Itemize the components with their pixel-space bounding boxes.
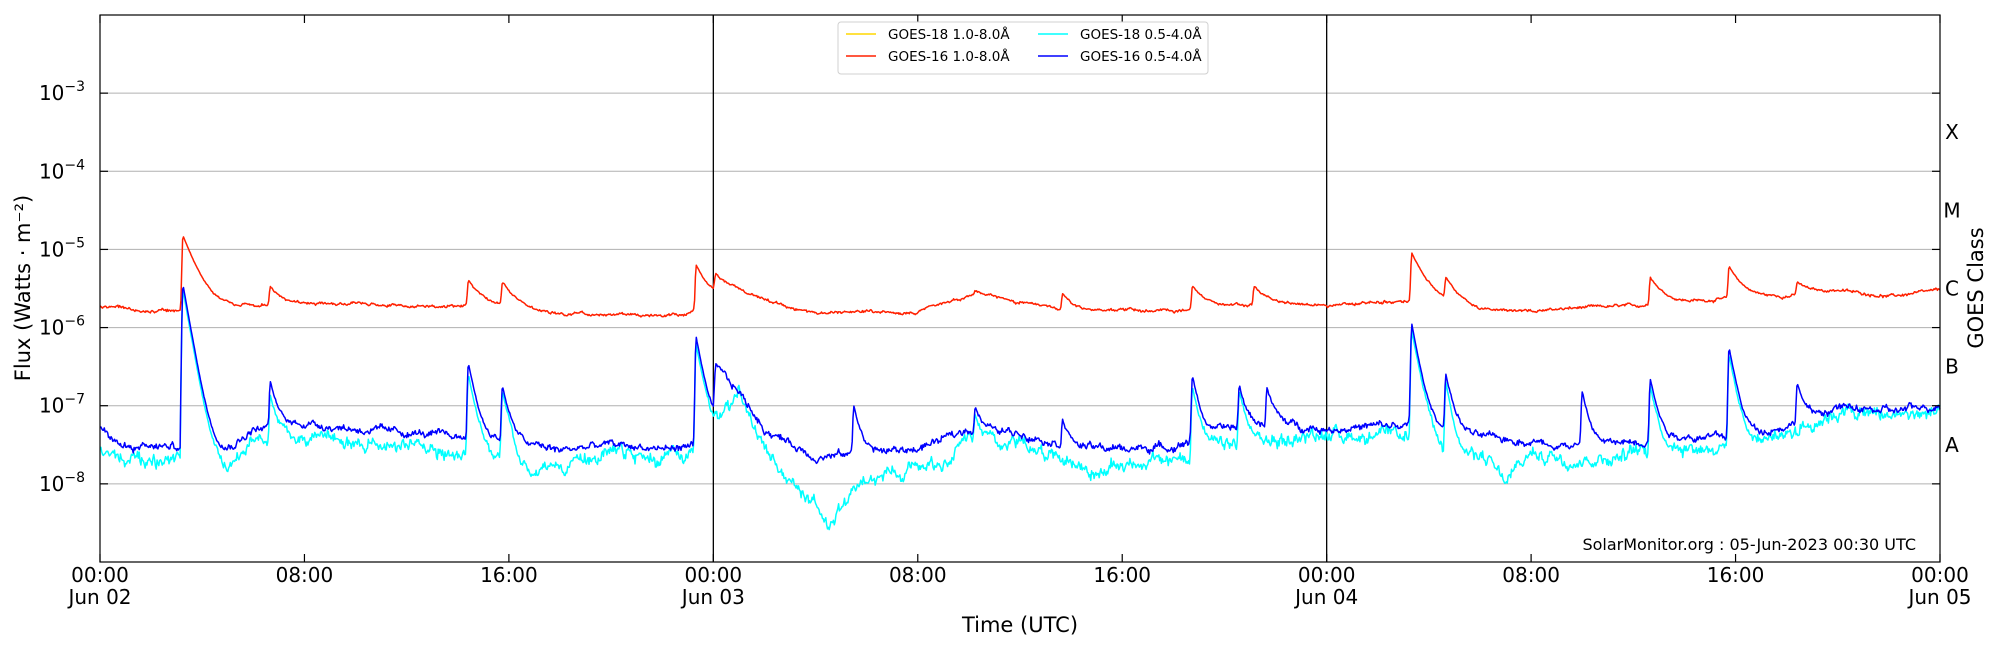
y-tick-exponent: −7 (64, 392, 85, 408)
day-marker-lines (712, 15, 1328, 562)
x-tick-label: 00:00 (71, 563, 129, 587)
x-tick-label: 08:00 (276, 563, 334, 587)
y-tick-label: 10−8 (39, 470, 85, 496)
y-tick-mantissa: 10 (39, 394, 64, 418)
y-tick-exponent: −3 (64, 79, 85, 95)
legend: GOES-18 1.0-8.0Å GOES-16 1.0-8.0Å GOES-18 … (837, 21, 1209, 75)
x-tick-date-label: Jun 03 (680, 585, 745, 609)
y-tick-exponent: −4 (64, 157, 85, 173)
grid-lines (100, 92, 1940, 485)
y-tick-label: 10−6 (39, 314, 85, 340)
goes-class-label: C (1945, 277, 1959, 301)
x-tick-label: 16:00 (1093, 563, 1151, 587)
x-tick-date-label: Jun 04 (1293, 585, 1358, 609)
x-axis-title: Time (UTC) (961, 613, 1078, 637)
x-tick-label: 00:00 (1911, 563, 1969, 587)
y-tick-exponent: −6 (64, 314, 85, 330)
y-tick-mantissa: 10 (39, 472, 64, 496)
y-tick-mantissa: 10 (39, 316, 64, 340)
legend-entry: GOES-16 1.0-8.0Å (888, 48, 1010, 65)
series-line-goes-18-0-5-4-0- (99, 291, 1941, 531)
goes-class-label: M (1943, 198, 1960, 222)
legend-entry: GOES-16 0.5-4.0Å (1080, 48, 1202, 65)
goes-class-label: B (1945, 355, 1959, 379)
y-tick-mantissa: 10 (39, 237, 64, 261)
y-axis-title: Flux (Watts · m⁻²) (11, 195, 35, 381)
legend-entry: GOES-18 0.5-4.0Å (1080, 26, 1202, 43)
x-tick-date-label: Jun 05 (1906, 585, 1971, 609)
y-tick-mantissa: 10 (39, 159, 64, 183)
y-tick-exponent: −5 (64, 235, 85, 251)
y-tick-label: 10−7 (39, 392, 85, 418)
y-tick-label: 10−3 (39, 79, 85, 105)
y-tick-mantissa: 10 (39, 81, 64, 105)
x-tick-label: 00:00 (1298, 563, 1356, 587)
x-tick-date-label: Jun 02 (66, 585, 131, 609)
watermark-text: SolarMonitor.org : 05-Jun-2023 00:30 UTC (1582, 535, 1916, 554)
x-tick-label: 08:00 (1502, 563, 1560, 587)
goes-class-label: X (1945, 120, 1959, 144)
legend-entry: GOES-18 1.0-8.0Å (888, 26, 1010, 43)
legend-box (837, 21, 1209, 75)
plot-area-frame (99, 14, 1941, 563)
y-tick-label: 10−5 (39, 235, 85, 261)
x-tick-label: 16:00 (1707, 563, 1765, 587)
x-tick-label: 00:00 (685, 563, 743, 587)
series-line-goes-16-0-5-4-0- (100, 286, 1941, 465)
x-tick-label: 08:00 (889, 563, 947, 587)
series-lines (99, 236, 1941, 531)
y-tick-exponent: −8 (64, 470, 85, 486)
y-tick-label: 10−4 (39, 157, 85, 183)
goes-class-label: A (1945, 433, 1959, 457)
y2-axis-title: GOES Class (1964, 227, 1988, 348)
series-line-goes-16-1-0-8-0- (99, 236, 1941, 318)
x-tick-label: 16:00 (480, 563, 538, 587)
